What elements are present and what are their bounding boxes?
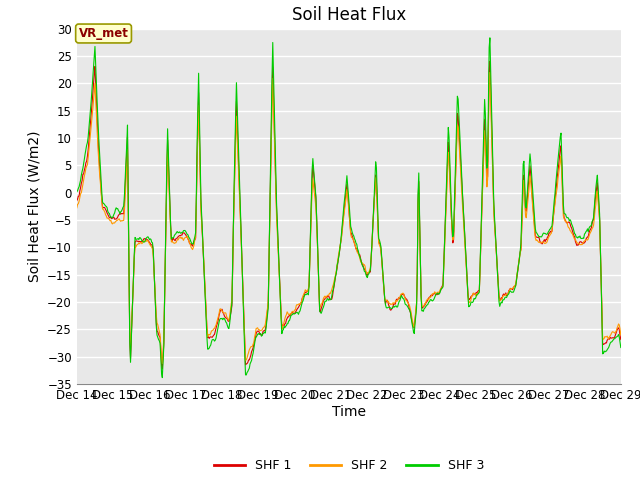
Y-axis label: Soil Heat Flux (W/m2): Soil Heat Flux (W/m2) <box>28 131 42 282</box>
Legend: SHF 1, SHF 2, SHF 3: SHF 1, SHF 2, SHF 3 <box>209 454 489 477</box>
Title: Soil Heat Flux: Soil Heat Flux <box>292 6 406 24</box>
X-axis label: Time: Time <box>332 405 366 419</box>
Text: VR_met: VR_met <box>79 27 129 40</box>
